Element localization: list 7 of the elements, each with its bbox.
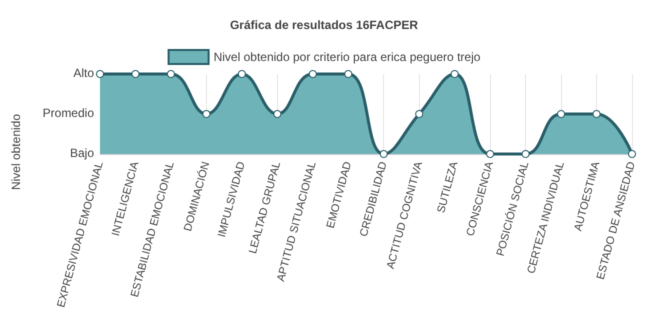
text: Promedio <box>42 106 94 120</box>
x-tick-label: LEALTAD GRUPAL <box>246 160 284 256</box>
text: Bajo <box>70 146 94 160</box>
text: Alto <box>73 66 94 80</box>
chart-title: Gráfica de resultados 16FACPER <box>230 18 418 32</box>
y-axis-title: Nivel obtenido <box>9 114 23 190</box>
legend-label: Nivel obtenido por criterio para erica peguero trejo <box>214 50 481 64</box>
